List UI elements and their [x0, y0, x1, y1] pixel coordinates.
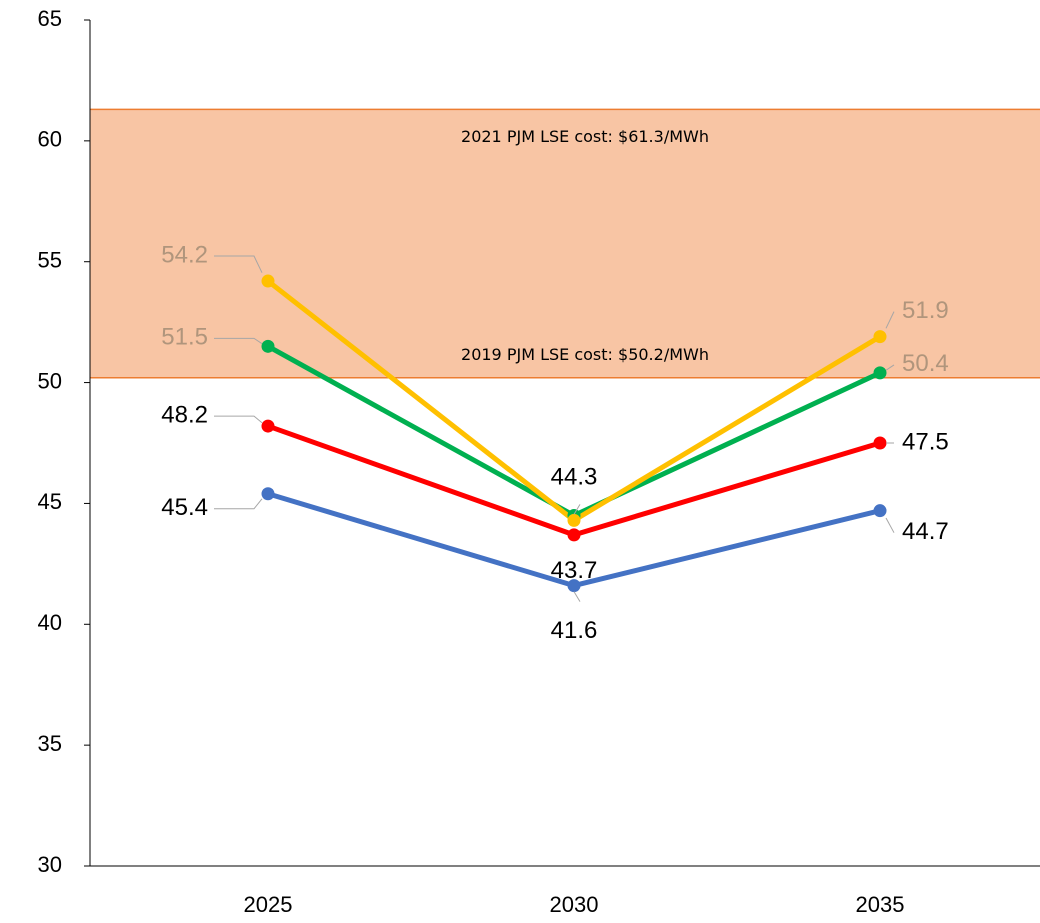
data-label: 51.5	[161, 324, 208, 351]
point	[261, 419, 275, 433]
y-tick-label: 35	[38, 731, 62, 756]
leader-line	[885, 311, 895, 329]
data-label: 51.9	[902, 297, 949, 324]
x-tick-label: 2030	[550, 892, 599, 917]
point	[873, 504, 887, 518]
leader-line	[885, 364, 895, 371]
y-tick-label: 65	[38, 6, 62, 31]
point	[873, 366, 887, 380]
y-tick-label: 30	[38, 852, 62, 877]
point	[567, 528, 581, 542]
data-label: 43.7	[551, 557, 598, 584]
leader-line	[214, 255, 263, 273]
data-label: 50.4	[902, 350, 949, 377]
y-tick-label: 50	[38, 368, 62, 393]
data-label: 45.4	[161, 494, 208, 521]
y-tick-label: 40	[38, 610, 62, 635]
data-label: 44.3	[551, 464, 598, 491]
leader-line	[214, 415, 263, 424]
reference-label: 2021 PJM LSE cost: $61.3/MWh	[461, 127, 709, 146]
data-label: 44.7	[902, 518, 949, 545]
data-label: 54.2	[161, 241, 208, 268]
leader-line	[214, 498, 263, 510]
point	[261, 487, 275, 501]
x-tick-label: 2025	[244, 892, 293, 917]
leader-line	[573, 591, 581, 602]
y-tick-label: 45	[38, 489, 62, 514]
point	[873, 330, 887, 344]
y-tick-label: 60	[38, 127, 62, 152]
point	[261, 339, 275, 353]
leader-line	[573, 504, 581, 515]
x-tick-label: 2035	[856, 892, 905, 917]
data-label: 48.2	[161, 401, 208, 428]
data-label: 41.6	[551, 617, 598, 644]
data-label: 47.5	[902, 428, 949, 455]
reference-band	[90, 109, 1040, 378]
point	[567, 513, 581, 527]
point	[567, 579, 581, 593]
reference-label: 2019 PJM LSE cost: $50.2/MWh	[461, 345, 709, 364]
point	[261, 274, 275, 288]
leader-line	[885, 517, 895, 533]
leader-line	[214, 337, 263, 345]
y-tick-label: 55	[38, 248, 62, 273]
point	[873, 436, 887, 450]
